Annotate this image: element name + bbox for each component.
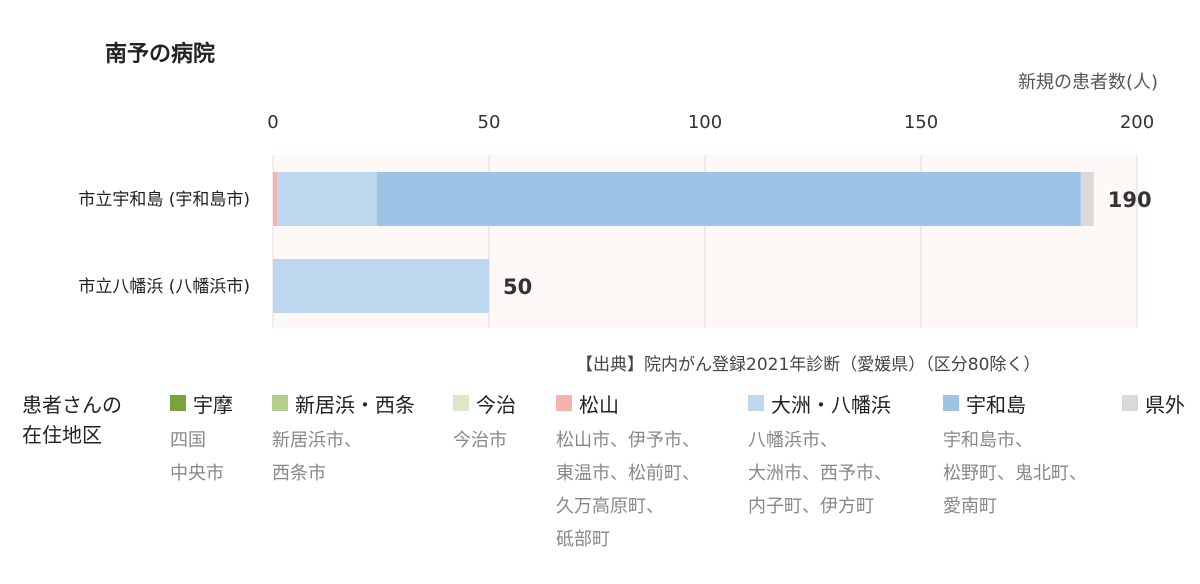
legend-title-line: 在住地区 — [22, 423, 102, 447]
legend-area: 愛南町 — [943, 496, 997, 517]
bar-chart: 0 50 100 150 200 市立宇和島 (宇和島市) 190 市立八幡浜 (八幡浜市) 5… — [78, 112, 1154, 328]
legend-label: 大洲・八幡浜 — [771, 392, 891, 417]
legend-title-line: 患者さんの — [22, 393, 122, 417]
bar-segment — [376, 172, 1081, 226]
total-label: 50 — [503, 275, 532, 299]
bar-segment — [277, 172, 377, 226]
bar-segment — [273, 172, 278, 226]
legend-areas: 宇和島市、 松野町、鬼北町、 愛南町 — [943, 424, 1087, 523]
legend-area: 西条市 — [272, 463, 326, 484]
legend-swatch — [272, 395, 288, 411]
legend-areas: 松山市、伊予市、 東温市、松前町、 久万高原町、 砥部町 — [556, 424, 700, 556]
legend-area: 四国 — [170, 430, 206, 451]
legend-area: 今治市 — [453, 430, 507, 451]
legend-area: 東温市、松前町、 — [556, 463, 700, 484]
legend-label: 県外 — [1145, 392, 1185, 417]
legend-areas: 今治市 — [453, 424, 516, 457]
x-tick-label: 50 — [478, 112, 501, 133]
bar-segment — [273, 259, 489, 313]
legend-item-uwajima: 宇和島 宇和島市、 松野町、鬼北町、 愛南町 — [943, 390, 1087, 523]
legend-area: 久万高原町、 — [556, 496, 664, 517]
x-tick-label: 0 — [267, 112, 278, 133]
legend-label: 宇摩 — [193, 392, 233, 417]
legend-area: 宇和島市、 — [943, 430, 1033, 451]
legend-label: 宇和島 — [966, 392, 1026, 417]
legend-swatch — [170, 395, 186, 411]
bar-segment — [1080, 172, 1094, 226]
source-note: 【出典】院内がん登録2021年診断（愛媛県）（区分80除く） — [576, 355, 1041, 375]
legend-area: 新居浜市、 — [272, 430, 362, 451]
legend-areas: 四国 中央市 — [170, 424, 233, 490]
legend-label: 新居浜・西条 — [295, 392, 415, 417]
legend-area: 中央市 — [170, 463, 224, 484]
legend-area: 松野町、鬼北町、 — [943, 463, 1087, 484]
legend-item-niihama-saijo: 新居浜・西条 新居浜市、 西条市 — [272, 390, 415, 490]
chart-title: 南予の病院 — [105, 42, 216, 67]
legend-item-uma: 宇摩 四国 中央市 — [170, 390, 233, 490]
category-label: 市立宇和島 (宇和島市) — [78, 190, 250, 210]
x-tick-label: 100 — [688, 112, 722, 133]
legend-label: 松山 — [579, 392, 619, 417]
legend-area: 内子町、伊方町 — [748, 496, 874, 517]
legend-areas: 八幡浜市、 大洲市、西予市、 内子町、伊方町 — [748, 424, 892, 523]
legend-area: 松山市、伊予市、 — [556, 430, 700, 451]
legend-swatch — [748, 395, 764, 411]
legend-item-imabari: 今治 今治市 — [453, 390, 516, 457]
legend-title: 患者さんの 在住地区 — [22, 390, 122, 450]
legend-swatch — [943, 395, 959, 411]
x-tick-label: 150 — [904, 112, 938, 133]
legend-areas: 新居浜市、 西条市 — [272, 424, 415, 490]
axis-unit-label: 新規の患者数(人) — [1017, 72, 1158, 93]
legend-swatch — [1122, 395, 1138, 411]
category-label: 市立八幡浜 (八幡浜市) — [78, 277, 250, 297]
total-label: 190 — [1108, 188, 1152, 212]
legend-swatch — [453, 395, 469, 411]
legend-area: 砥部町 — [556, 529, 610, 550]
legend-area: 大洲市、西予市、 — [748, 463, 892, 484]
x-tick-label: 200 — [1120, 112, 1154, 133]
legend-label: 今治 — [476, 392, 516, 417]
legend-swatch — [556, 395, 572, 411]
legend-item-outside-prefecture: 県外 — [1122, 390, 1185, 417]
legend-item-ozu-yawatahama: 大洲・八幡浜 八幡浜市、 大洲市、西予市、 内子町、伊方町 — [748, 390, 892, 523]
legend-area: 八幡浜市、 — [748, 430, 838, 451]
legend-item-matsuyama: 松山 松山市、伊予市、 東温市、松前町、 久万高原町、 砥部町 — [556, 390, 700, 556]
